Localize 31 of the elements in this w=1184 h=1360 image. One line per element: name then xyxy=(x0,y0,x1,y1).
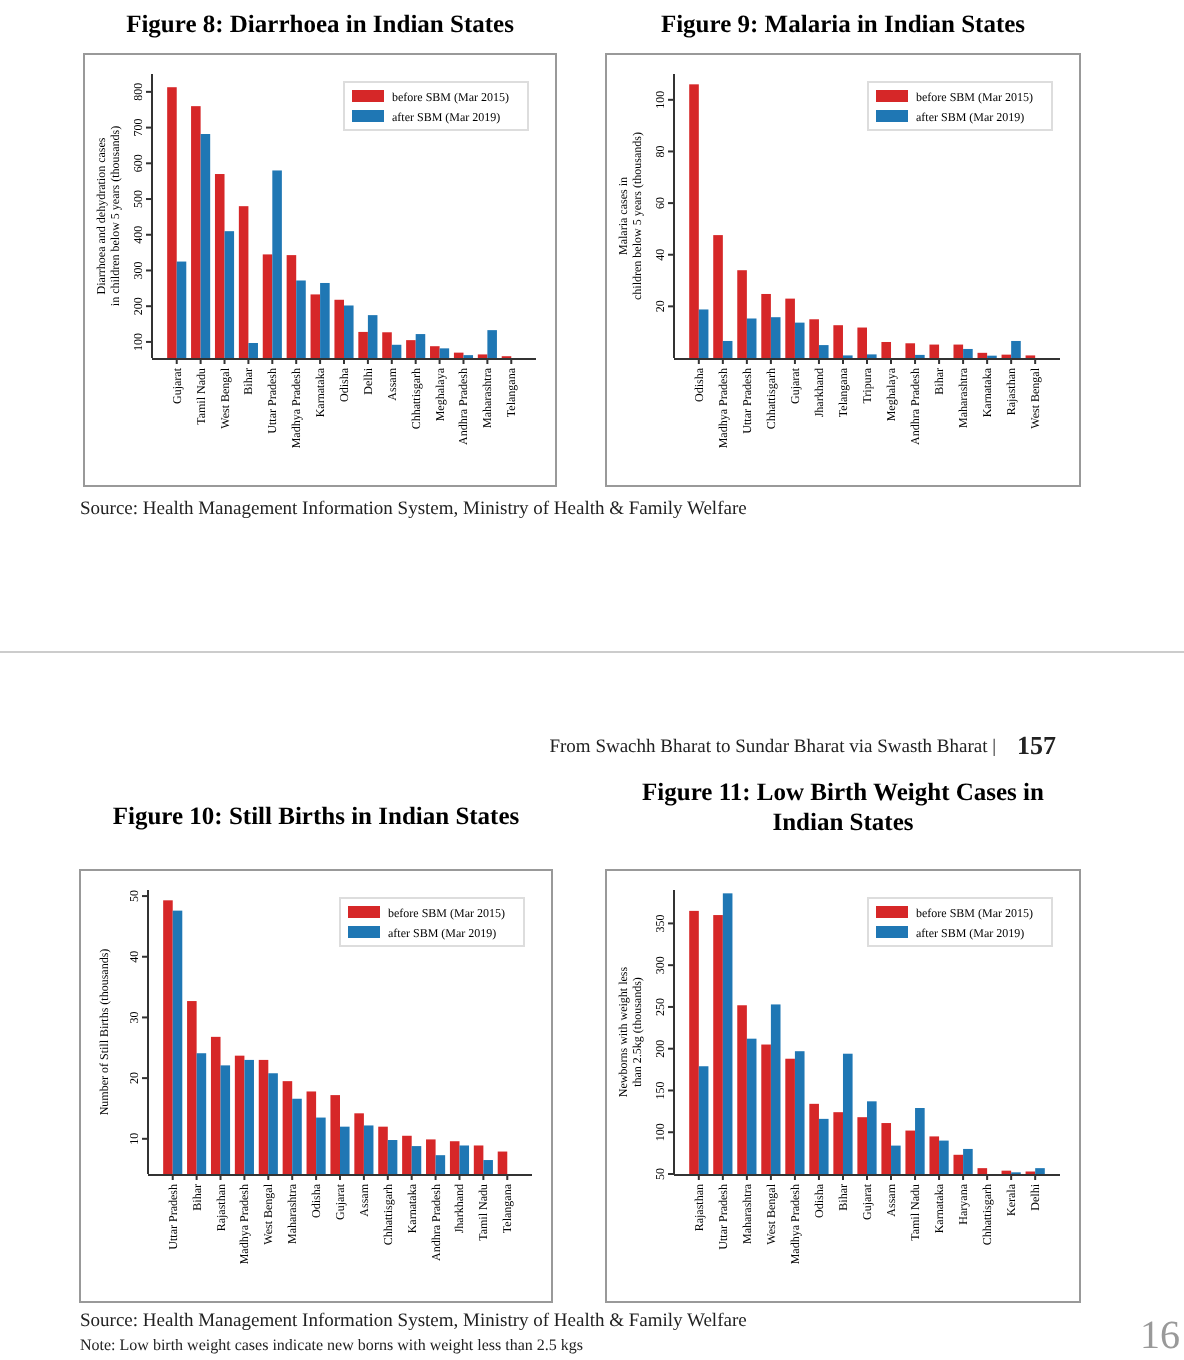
text: 16 xyxy=(1140,1314,1180,1358)
bar xyxy=(963,348,973,358)
bar xyxy=(713,235,723,358)
bar xyxy=(953,344,964,358)
bar xyxy=(698,309,709,358)
bar xyxy=(785,298,795,358)
chart-title: Figure 10: Still Births in Indian States xyxy=(112,802,520,830)
bar xyxy=(881,341,892,358)
bar xyxy=(761,293,771,358)
chart-title: Figure 8: Diarrhoea in Indian States xyxy=(126,10,515,38)
source-note: Source: Health Management Information System, Ministry of Health & Family Welfare xyxy=(80,1312,747,1332)
bar xyxy=(818,345,829,358)
bar xyxy=(1011,340,1021,358)
bar xyxy=(905,343,916,358)
bar xyxy=(857,327,867,358)
bar xyxy=(722,340,733,358)
bar xyxy=(770,317,781,358)
chart-title: Figure 9: Malaria in Indian States xyxy=(660,10,1026,38)
bar xyxy=(794,322,805,358)
bar xyxy=(689,84,699,358)
text: 157 xyxy=(1017,730,1057,760)
bar xyxy=(929,344,940,358)
bar xyxy=(746,318,757,358)
bar xyxy=(977,352,988,358)
text: Note: Low birth weight cases indicate new borns with weight less than 2.5 kgs xyxy=(80,1336,584,1354)
chart-title: Figure 11: Low Birth Weight Cases in Indian States xyxy=(642,778,1045,836)
bar xyxy=(809,319,819,358)
bar xyxy=(737,270,747,358)
text: From Swachh Bharat to Sundar Bharat via Swasth Bharat | xyxy=(549,738,997,758)
bar xyxy=(833,325,843,358)
source-note: Source: Health Management Information System, Ministry of Health & Family Welfare xyxy=(80,500,747,520)
